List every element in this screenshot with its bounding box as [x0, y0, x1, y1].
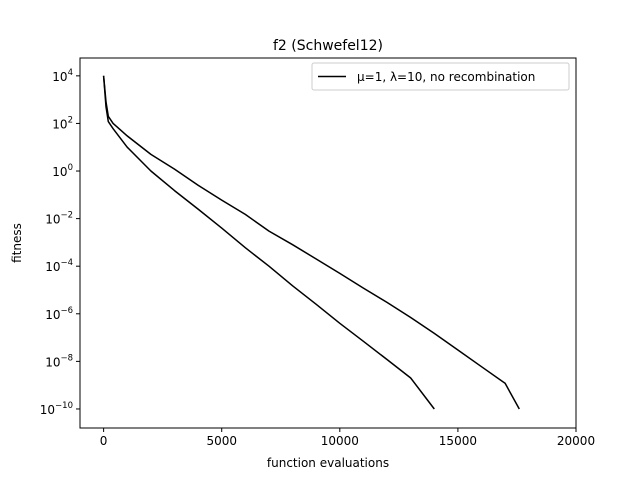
y-axis-label: fitness [10, 223, 24, 263]
x-tick-label: 0 [100, 434, 108, 448]
x-tick-label: 5000 [206, 434, 237, 448]
x-axis-label: function evaluations [267, 456, 389, 470]
x-tick-label: 20000 [557, 434, 595, 448]
legend-label: μ=1, λ=10, no recombination [357, 70, 535, 84]
legend: μ=1, λ=10, no recombination [312, 63, 569, 90]
chart-title: f2 (Schwefel12) [273, 38, 383, 54]
x-tick-label: 10000 [321, 434, 359, 448]
x-tick-label: 15000 [439, 434, 477, 448]
